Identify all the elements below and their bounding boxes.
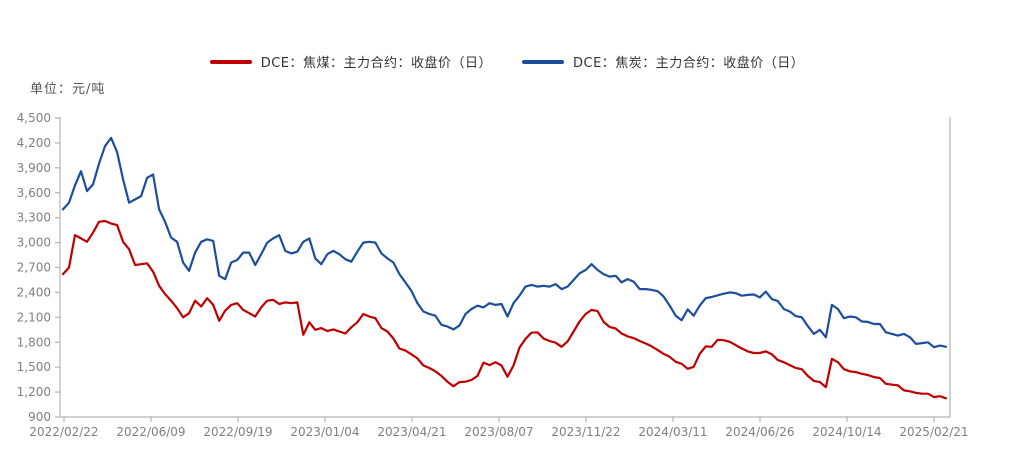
x-tick-label: 2025/02/21 <box>899 425 968 439</box>
y-tick-label: 1,500 <box>17 360 51 374</box>
x-tick-label: 2023/08/07 <box>464 425 533 439</box>
legend-label: DCE：焦煤：主力合约：收盘价（日） <box>260 56 492 71</box>
y-tick-label: 4,500 <box>17 111 51 125</box>
unit-label: 单位：元/吨 <box>30 82 106 97</box>
x-tick-label: 2023/11/22 <box>551 425 620 439</box>
coking-coal-price-line <box>61 219 948 400</box>
coke-price-line <box>61 136 948 349</box>
y-tick-label: 3,300 <box>17 211 51 225</box>
y-tick-label: 3,000 <box>17 236 51 250</box>
legend-label: DCE：焦炭：主力合约：收盘价（日） <box>573 56 805 71</box>
x-tick-label: 2022/06/09 <box>116 425 185 439</box>
legend-item-0: DCE：焦煤：主力合约：收盘价（日） <box>209 52 492 71</box>
x-tick-label: 2024/10/14 <box>812 425 881 439</box>
x-tick-label: 2023/01/04 <box>290 425 359 439</box>
y-tick-label: 1,800 <box>17 335 51 349</box>
legend-line-swatch <box>209 59 252 64</box>
y-tick-label: 2,700 <box>17 261 51 275</box>
x-tick-label: 2022/02/22 <box>29 425 98 439</box>
x-tick-label: 2022/09/19 <box>203 425 272 439</box>
x-tick-label: 2024/06/26 <box>725 425 794 439</box>
x-tick-label: 2024/03/11 <box>638 425 707 439</box>
y-tick-label: 1,200 <box>17 385 51 399</box>
x-tick-label: 2023/04/21 <box>377 425 446 439</box>
y-tick-label: 900 <box>28 410 51 424</box>
legend-line-swatch <box>522 59 564 64</box>
y-tick-label: 3,900 <box>17 161 51 175</box>
chart-legend: DCE：焦煤：主力合约：收盘价（日） DCE：焦炭：主力合约：收盘价（日） <box>0 52 1014 71</box>
y-tick-label: 3,600 <box>17 186 51 200</box>
y-tick-label: 4,200 <box>17 136 51 150</box>
y-tick-label: 2,400 <box>17 285 51 299</box>
legend-item-1: DCE：焦炭：主力合约：收盘价（日） <box>522 52 804 71</box>
y-tick-label: 2,100 <box>17 310 51 324</box>
